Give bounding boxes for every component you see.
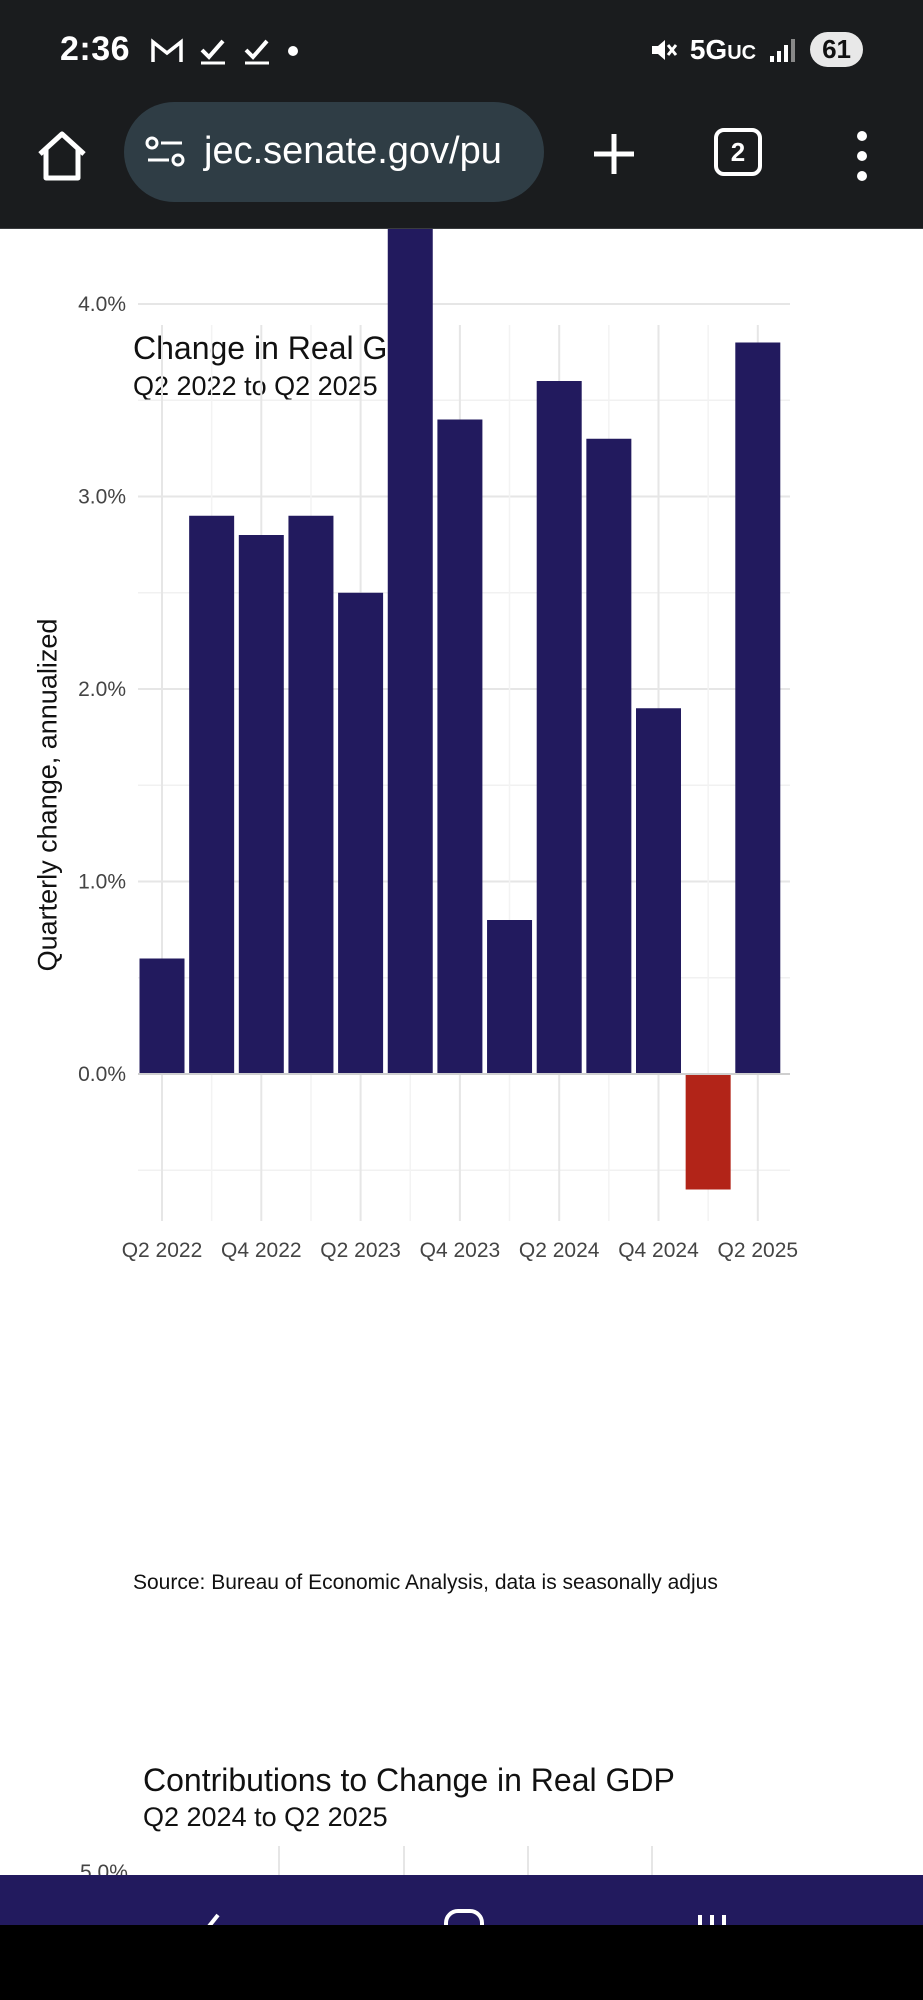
tab-switcher-button[interactable]: 2	[714, 128, 762, 176]
y-tick-label: 2.0%	[78, 678, 126, 701]
battery-indicator: 61	[810, 32, 863, 67]
home-icon[interactable]	[34, 128, 90, 184]
site-settings-icon[interactable]	[144, 134, 188, 170]
x-tick-label: Q4 2023	[420, 1239, 501, 1262]
dot-icon	[288, 46, 298, 56]
chart2-gridlines	[278, 1846, 653, 1875]
chart2-subtitle: Q2 2024 to Q2 2025	[143, 1802, 388, 1832]
browser-toolbar: jec.senate.gov/pu 2	[0, 100, 923, 230]
check-icon	[244, 39, 269, 65]
x-tick-label: Q2 2025	[718, 1239, 799, 1262]
chart-subtitle: Q2 2022 to Q2 2025	[133, 371, 378, 401]
status-time: 2:36	[60, 30, 131, 68]
check-icon	[200, 39, 225, 65]
gdp-bar-chart: 0.0% 1.0% 2.0% 3.0% 4.0% Q2 2022 Q4 2022 Q2 202…	[78, 229, 799, 1262]
x-tick-label: Q4 2022	[221, 1239, 302, 1262]
nav-buttons	[206, 1909, 726, 1925]
y-tick-label: 4.0%	[78, 293, 126, 316]
bar-q2-2022	[139, 958, 185, 1074]
home-nav-icon[interactable]	[444, 1909, 484, 1925]
x-tick-label: Q2 2023	[320, 1239, 401, 1262]
chart2-title: Contributions to Change in Real GDP	[143, 1762, 675, 1798]
bar-q1-2024	[487, 920, 533, 1074]
bar-q1-2023	[288, 515, 334, 1074]
bar-q3-2022	[189, 515, 235, 1074]
x-tick-label: Q2 2024	[519, 1239, 600, 1262]
y-tick-label: 3.0%	[78, 486, 126, 509]
bar-q4-2023	[437, 419, 483, 1074]
url-text[interactable]: jec.senate.gov/pu	[204, 130, 502, 172]
new-tab-icon[interactable]	[584, 124, 644, 184]
more-options-icon[interactable]	[852, 126, 872, 186]
page-content: Change in Real GDP Q2 2022 to Q2 2025 Qu…	[0, 229, 923, 1875]
bar-q4-2022	[238, 535, 284, 1074]
y-tick-label: 1.0%	[78, 871, 126, 894]
address-bar[interactable]: jec.senate.gov/pu	[124, 102, 544, 202]
chart-source: Source: Bureau of Economic Analysis, dat…	[133, 1571, 718, 1594]
bar-q2-2024	[536, 381, 582, 1074]
system-bottom-area	[0, 1925, 923, 2000]
y-tick-label: 0.0%	[78, 1063, 126, 1086]
notification-icons	[150, 36, 300, 66]
gmail-icon	[151, 38, 183, 62]
bar-q2-2023	[338, 592, 384, 1074]
back-icon[interactable]	[206, 1913, 220, 1925]
x-tick-label: Q2 2022	[122, 1239, 203, 1262]
bar-q1-2025	[685, 1074, 731, 1190]
signal-icon	[770, 38, 796, 62]
bottom-nav-bar	[0, 1875, 923, 1925]
x-tick-label: Q4 2024	[618, 1239, 699, 1262]
mute-icon	[651, 39, 677, 60]
bar-q4-2024	[636, 708, 681, 1074]
chart-title: Change in Real GDP	[133, 330, 432, 366]
network-type: 5GUC	[689, 33, 757, 65]
status-right: 5GUC 61	[648, 32, 863, 67]
bar-q2-2025	[735, 342, 781, 1074]
chart2-y-tick: 5.0%	[80, 1861, 128, 1875]
bar-q3-2023	[387, 229, 433, 1074]
status-bar: 2:36 5GUC 61	[0, 0, 923, 100]
recents-icon[interactable]	[698, 1915, 726, 1925]
bar-q3-2024	[586, 438, 632, 1074]
